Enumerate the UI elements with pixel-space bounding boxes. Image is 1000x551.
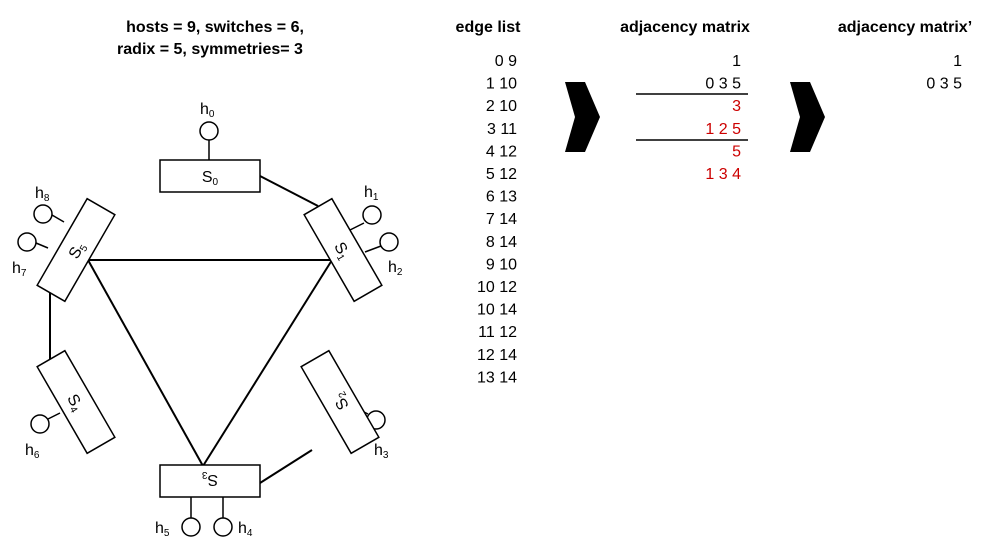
edge-list: 0 9 1 10 2 10 3 11 4 12 5 12 6 13 7 14 8 14 9 10 1…: [477, 53, 517, 386]
edge-list-row: 11 12: [478, 324, 517, 341]
edge-list-row: 3 11: [487, 121, 517, 138]
link-s1-s3: [202, 259, 333, 467]
topology-diagram: S0 S1 S2 S3 S4 S5 h0 h1 h2 h3 h4 h5 h6 h…: [12, 101, 403, 539]
adjacency-row: 0 3 5: [705, 76, 741, 93]
host-h4-label: h4: [238, 520, 253, 539]
adjacency-prime-row: 0 3 5: [926, 76, 962, 93]
link-s5-s3: [87, 259, 204, 467]
switch-s2-box: [300, 349, 380, 455]
adjacency-row: 1 2 5: [705, 121, 741, 138]
adjacency-row: 3: [732, 98, 741, 115]
link-s0-s1: [259, 175, 319, 207]
adjacency-row: 1 3 4: [705, 166, 741, 183]
link-h1-s1: [349, 222, 365, 231]
switch-s3-label: S3: [201, 469, 218, 488]
host-h1-label: h1: [364, 184, 379, 203]
host-h6-label: h6: [25, 442, 40, 461]
switch-s1-box: [303, 197, 383, 303]
host-h0: [199, 121, 219, 141]
edge-list-row: 12 14: [477, 347, 517, 364]
edge-list-row: 8 14: [486, 234, 517, 251]
edge-list-row: 5 12: [486, 166, 517, 183]
switch-s0-label: S0: [202, 169, 219, 188]
host-h8: [33, 204, 53, 224]
host-h4: [213, 517, 233, 537]
host-h2: [379, 232, 399, 252]
host-h2-label: h2: [388, 259, 403, 278]
edge-list-row: 7 14: [486, 211, 517, 228]
host-h5-label: h5: [155, 520, 170, 539]
arrow-right-icon: [565, 82, 600, 152]
host-h8-label: h8: [35, 185, 50, 204]
host-h3-label: h3: [374, 442, 389, 461]
edge-list-row: 10 12: [477, 279, 517, 296]
switch-s3-box: [159, 464, 261, 498]
host-h7: [17, 232, 37, 252]
edge-list-row: 4 12: [486, 143, 517, 160]
host-h0-label: h0: [200, 101, 215, 120]
adjacency-row: 1: [732, 53, 741, 70]
edge-list-header: edge list: [456, 19, 522, 36]
adjacency-matrix-header: adjacency matrix: [620, 19, 750, 36]
adjacency-matrix-prime-header: adjacency matrix’: [838, 19, 972, 36]
host-h5: [181, 517, 201, 537]
edge-list-row: 9 10: [486, 256, 517, 273]
edge-list-row: 10 14: [477, 302, 517, 319]
link-h8-s5: [51, 214, 65, 223]
switch-s4-box: [36, 349, 116, 455]
edge-list-row: 1 10: [486, 76, 517, 93]
adjacency-matrix: 1 0 3 5 3 1 2 5 5 1 3 4: [705, 53, 741, 183]
adjacency-matrix-prime: 1 0 3 5: [926, 53, 962, 93]
host-h1: [362, 205, 382, 225]
link-s3-s2: [259, 449, 313, 484]
edge-list-row: 2 10: [486, 98, 517, 115]
switch-s0-box: [159, 159, 261, 193]
arrow-right-icon: [790, 82, 825, 152]
title-line-2: radix = 5, symmetries= 3: [117, 41, 303, 58]
adjacency-prime-row: 1: [953, 53, 962, 70]
edge-list-row: 6 13: [486, 189, 517, 206]
host-h6: [30, 414, 50, 434]
link-h2-s1: [364, 245, 382, 253]
edge-list-row: 0 9: [495, 53, 517, 70]
adjacency-row: 5: [732, 143, 741, 160]
title-line-1: hosts = 9, switches = 6,: [126, 19, 304, 36]
edge-list-row: 13 14: [477, 369, 517, 386]
link-h7-s5: [35, 242, 49, 249]
switch-s5-box: [36, 197, 116, 303]
host-h7-label: h7: [12, 260, 27, 279]
link-h6-s4: [47, 412, 61, 420]
